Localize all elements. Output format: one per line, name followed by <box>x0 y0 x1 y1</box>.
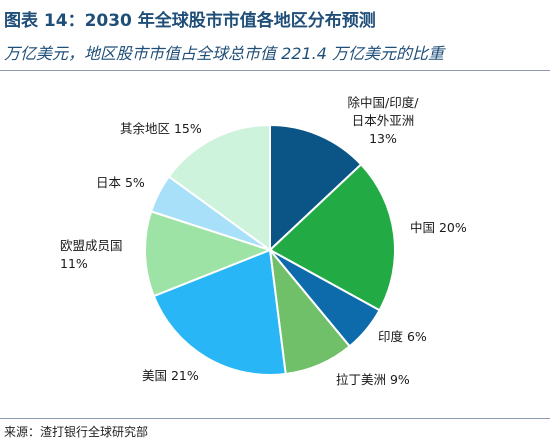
bottom-divider <box>0 418 550 419</box>
slice-label-line: 印度 6% <box>378 329 427 344</box>
slice-label-line: 欧盟成员国 <box>60 238 123 253</box>
pie-slice <box>167 123 271 252</box>
slice-label-line: 日本外亚洲 <box>352 113 415 128</box>
slice-label-line: 11% <box>60 256 88 271</box>
top-divider <box>0 70 550 71</box>
slice-label: 除中国/印度/日本外亚洲 13% <box>348 95 420 146</box>
slice-label: 日本 5% <box>96 175 145 190</box>
pie-chart: 除中国/印度/日本外亚洲 13% 中国 20% 印度 6% 拉丁美洲 9% 美国 21% 欧… <box>60 95 467 387</box>
slice-label-line: 13% <box>369 131 397 146</box>
slice-label-line: 除中国/印度/ <box>348 95 420 110</box>
slice-label-line: 中国 20% <box>410 220 467 235</box>
source-note: 来源：渣打银行全球研究部 <box>4 425 149 439</box>
slice-label: 美国 21% <box>142 368 199 383</box>
pie-slice <box>268 163 396 312</box>
slice-label: 印度 6% <box>378 329 427 344</box>
pie-labels: 除中国/印度/日本外亚洲 13% 中国 20% 印度 6% 拉丁美洲 9% 美国 21% 欧… <box>60 95 467 387</box>
slice-label-line: 美国 21% <box>142 368 199 383</box>
pie-slice <box>152 248 287 376</box>
slice-label: 其余地区 15% <box>120 121 202 136</box>
pie-slices <box>144 123 396 376</box>
slice-label-line: 日本 5% <box>96 175 145 190</box>
slice-label-line: 其余地区 15% <box>120 121 202 136</box>
slice-label: 欧盟成员国 11% <box>60 238 123 271</box>
chart-title: 图表 14：2030 年全球股市市值各地区分布预测 <box>4 11 376 31</box>
pie-slice <box>144 210 273 298</box>
pie-slice <box>269 123 363 253</box>
chart-subtitle: 万亿美元，地区股市市值占全球总市值 221.4 万亿美元的比重 <box>4 44 444 63</box>
slice-label: 拉丁美洲 9% <box>336 372 410 387</box>
slice-label-line: 拉丁美洲 9% <box>336 372 410 387</box>
slice-label: 中国 20% <box>410 220 467 235</box>
